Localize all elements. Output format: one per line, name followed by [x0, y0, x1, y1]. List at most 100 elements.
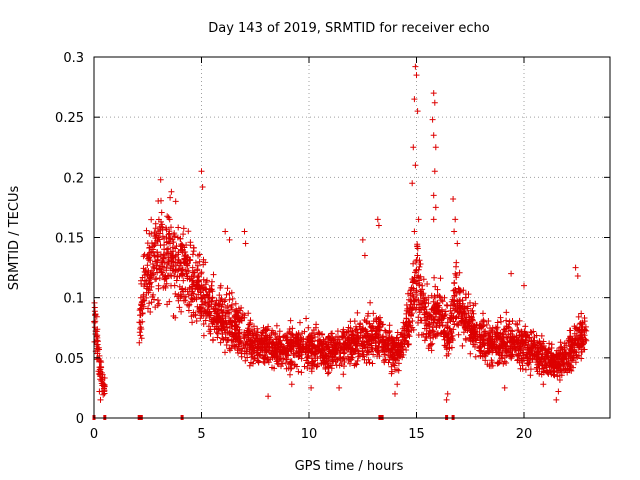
data-point-2484: [485, 318, 492, 324]
data-point-1365: [324, 370, 331, 377]
data-point-2527: [484, 361, 491, 368]
data-point-1776: [375, 345, 381, 351]
data-point-3224: [359, 236, 366, 243]
data-point-1408: [322, 340, 329, 347]
data-point-507: [195, 273, 202, 280]
data-point-492: [194, 262, 201, 269]
data-point-3243: [288, 381, 295, 388]
data-point-1350: [325, 369, 332, 376]
data-point-2604: [491, 341, 498, 348]
data-point-1198: [304, 365, 311, 371]
data-point-448: [184, 288, 191, 295]
data-point-2667: [506, 324, 513, 331]
data-point-1249: [295, 331, 302, 338]
data-point-1272: [309, 330, 316, 336]
data-point-1708: [366, 348, 372, 355]
data-point-408: [182, 249, 189, 255]
data-point-2106: [431, 274, 438, 281]
data-point-2253: [451, 279, 458, 286]
data-point-2096: [421, 304, 428, 311]
data-point-261: [158, 209, 165, 216]
data-point-3175: [581, 315, 588, 321]
data-point-201: [151, 229, 158, 236]
data-point-421: [189, 251, 196, 258]
data-point-538: [198, 301, 205, 308]
data-point-64: [101, 375, 108, 381]
data-point-1484: [327, 339, 334, 346]
data-point-209: [154, 257, 161, 264]
data-point-1256: [298, 369, 305, 376]
data-point-2046: [416, 309, 423, 316]
x-axis-ticks: 0 5 10 15 20: [90, 57, 532, 442]
data-point-1232: [305, 324, 312, 331]
data-point-2183: [434, 320, 441, 327]
data-point-2789: [530, 328, 537, 335]
data-point-3231: [574, 273, 581, 279]
data-point-2738: [513, 333, 520, 339]
data-point-3130: [567, 346, 574, 353]
data-point-2449: [469, 317, 476, 324]
data-point-147: [146, 275, 153, 282]
data-point-1109: [279, 355, 285, 362]
y-tick-label-4: 0.2: [63, 171, 84, 186]
data-point-3221: [172, 198, 179, 205]
data-point-731: [226, 290, 233, 297]
data-point-59: [97, 363, 104, 370]
data-point-258: [156, 236, 163, 243]
data-point-2833: [525, 355, 531, 362]
data-point-2987: [558, 343, 565, 350]
data-point-1545: [342, 341, 349, 348]
data-point-523: [198, 269, 205, 276]
data-point-2041: [416, 282, 423, 289]
data-point-1403: [317, 338, 323, 345]
data-point-1394: [319, 331, 325, 338]
data-point-2759: [511, 340, 518, 347]
data-point-2136: [428, 347, 435, 354]
data-point-453: [190, 290, 197, 297]
data-point-1069: [276, 328, 283, 335]
data-point-3214: [452, 216, 459, 223]
data-point-806: [235, 315, 242, 322]
data-point-2126: [427, 341, 434, 348]
data-point-686: [218, 325, 225, 332]
data-point-2980: [546, 346, 552, 353]
data-point-3203: [411, 228, 418, 235]
data-point-637: [223, 342, 230, 348]
data-point-1698: [365, 356, 372, 363]
data-point-2807: [530, 337, 537, 344]
data-point-3050: [559, 354, 566, 361]
data-point-2373: [460, 329, 467, 336]
y-axis-label: SRMTID / TECUs: [7, 186, 22, 291]
data-point-503: [193, 296, 200, 303]
data-point-636: [217, 339, 224, 346]
data-point-683: [224, 324, 231, 331]
data-point-3057: [561, 344, 568, 351]
data-point-1436: [329, 330, 336, 337]
data-point-1912: [392, 356, 399, 363]
data-point-2520: [478, 348, 485, 355]
data-point-183: [148, 230, 155, 237]
data-point-939: [253, 331, 260, 338]
data-point-1024: [271, 365, 278, 372]
data-point-1829: [381, 359, 388, 366]
data-point-466: [197, 315, 204, 322]
data-point-3210: [430, 192, 437, 199]
data-point-2515: [480, 310, 486, 317]
data-point-2048: [414, 241, 421, 248]
data-point-2177: [436, 293, 443, 300]
data-point-2602: [496, 334, 503, 341]
data-point-1671: [360, 326, 367, 333]
data-point-825: [246, 362, 253, 369]
data-point-1313: [308, 365, 315, 372]
data-point-3219: [157, 176, 164, 183]
data-point-1709: [364, 349, 371, 356]
data-point-1054: [273, 322, 280, 329]
data-point-2381: [463, 320, 470, 327]
data-point-1084: [282, 351, 289, 358]
data-point-618: [212, 300, 219, 307]
data-point-140: [140, 297, 147, 303]
data-point-2291: [455, 331, 462, 338]
data-point-3176: [577, 320, 584, 327]
data-point-883: [246, 328, 252, 335]
data-point-1246: [296, 344, 303, 351]
